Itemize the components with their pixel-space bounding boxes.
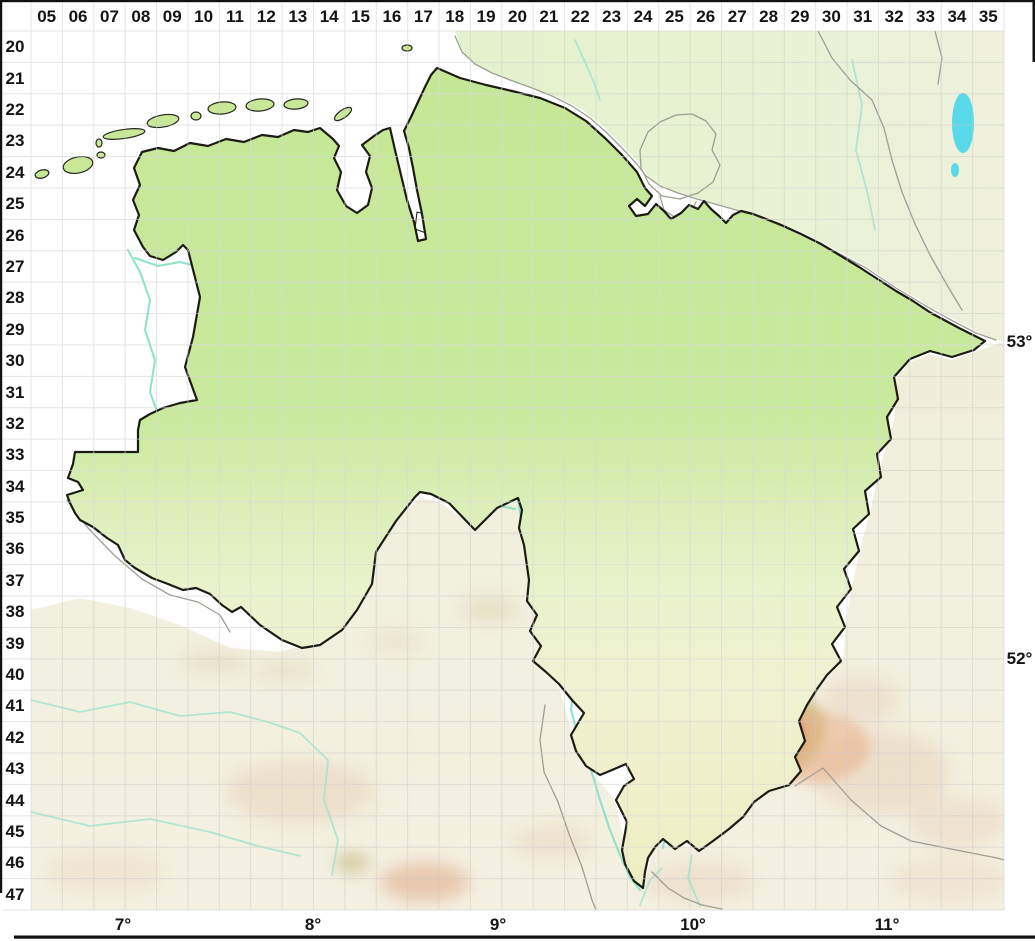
grid-col-label: 12	[256, 6, 276, 26]
grid-row-label: 44	[5, 790, 25, 810]
north-neighbors-area	[455, 31, 1004, 342]
frame-bottom	[14, 935, 1035, 939]
grid-row-label: 32	[5, 413, 25, 433]
frame-left	[0, 0, 3, 893]
grid-col-label: 33	[916, 6, 935, 26]
lake-ratzeburg	[952, 93, 974, 153]
east-frisian-islands	[34, 44, 413, 179]
grid-col-label: 17	[413, 6, 433, 26]
grid-col-label: 26	[696, 6, 716, 26]
grid-col-label: 21	[539, 6, 559, 26]
grid-row-label: 28	[5, 288, 25, 308]
grid-row-label: 29	[5, 319, 25, 339]
grid-col-label: 29	[790, 6, 810, 26]
frame-right	[1032, 0, 1035, 62]
grid-row-label: 31	[5, 382, 25, 402]
grid-row-label: 47	[5, 884, 25, 904]
grid-row-label: 36	[5, 539, 25, 559]
grid-row-label: 41	[5, 696, 25, 716]
neuwerk-island	[401, 44, 413, 52]
grid-col-label: 06	[68, 6, 88, 26]
grid-col-label: 20	[508, 6, 527, 26]
grid-row-label: 30	[5, 351, 25, 371]
grid-col-label: 09	[162, 6, 182, 26]
grid-col-label: 28	[759, 6, 779, 26]
grid-col-label: 11	[226, 6, 244, 26]
grid-row-label: 34	[5, 476, 25, 496]
grid-col-label: 18	[445, 6, 465, 26]
grid-row-label: 42	[5, 727, 25, 747]
latitude-label: 52°	[1006, 648, 1033, 668]
longitude-label: 11°	[874, 914, 900, 934]
grid-row-label: 23	[5, 131, 25, 151]
grid-row-label: 38	[5, 602, 25, 622]
grid-row-label: 45	[5, 822, 25, 841]
grid-col-label: 25	[664, 6, 684, 26]
grid-col-label: 08	[131, 6, 151, 26]
grid-col-label: 22	[570, 6, 590, 26]
grid-col-label: 27	[727, 6, 747, 26]
latitude-label: 53°	[1006, 331, 1033, 351]
grid-col-label: 30	[821, 6, 841, 26]
grid-row-label: 37	[5, 570, 25, 590]
longitude-label: 7°	[114, 914, 132, 934]
grid-row-label: 21	[5, 68, 25, 88]
longitude-label: 10°	[680, 914, 706, 934]
grid-col-label: 05	[37, 6, 57, 26]
grid-row-label: 43	[5, 759, 25, 779]
grid-row-label: 22	[5, 99, 25, 119]
grid-row-label: 35	[5, 508, 25, 528]
grid-col-label: 16	[382, 6, 402, 26]
grid-row-label: 39	[5, 633, 25, 653]
grid-row-label: 25	[5, 194, 25, 214]
grid-col-label: 14	[319, 6, 339, 26]
grid-row-label: 24	[5, 162, 25, 182]
grid-col-label: 23	[602, 6, 622, 26]
neighbor-borders	[66, 31, 1004, 910]
grid-col-label: 10	[194, 6, 214, 26]
grid-row-label: 40	[5, 665, 25, 685]
frame-top	[0, 0, 1035, 3]
grid-col-label: 34	[947, 6, 967, 26]
grid-col-label: 35	[978, 6, 998, 26]
grid-row-label: 33	[5, 445, 25, 465]
grid-col-label: 32	[884, 6, 904, 26]
grid-row-label: 27	[5, 256, 25, 276]
grid-col-label: 24	[633, 6, 653, 26]
grid-col-label: 15	[351, 6, 370, 26]
quadrant-grid	[2, 2, 1005, 911]
grid-col-label: 07	[99, 6, 119, 26]
longitude-label: 9°	[489, 914, 507, 934]
grid-row-label: 26	[5, 225, 25, 245]
grid-col-label: 19	[476, 6, 496, 26]
grid-col-label: 13	[288, 6, 308, 26]
grid-col-label: 31	[853, 6, 873, 26]
longitude-label: 8°	[304, 914, 322, 934]
grid-row-label: 46	[5, 853, 25, 873]
grid-row-label: 20	[5, 37, 25, 57]
